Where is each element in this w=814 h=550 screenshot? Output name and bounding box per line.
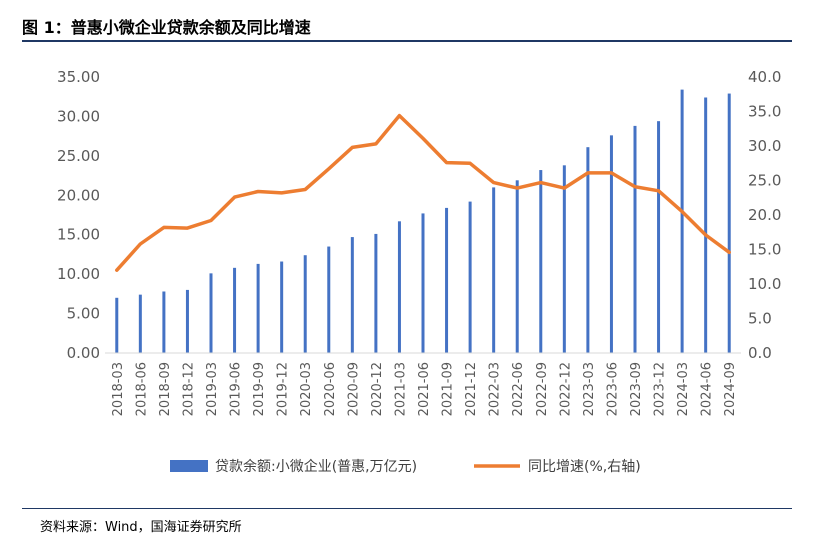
- legend-line-label: 同比增速(%,右轴): [528, 459, 641, 475]
- loan-balance-bar: [303, 255, 307, 353]
- x-axis-tick-label: 2020-09: [346, 362, 361, 416]
- figure-title: 图 1：普惠小微企业贷款余额及同比增速: [22, 18, 311, 37]
- right-axis-tick-label: 10.0: [748, 275, 781, 293]
- loan-balance-bar: [468, 201, 472, 353]
- loan-balance-bar: [633, 125, 637, 354]
- loan-balance-bar: [586, 147, 590, 353]
- left-axis-tick-label: 10.00: [57, 265, 100, 283]
- right-axis-tick-label: 30.0: [748, 137, 781, 155]
- loan-balance-bar: [185, 289, 189, 353]
- right-axis-tick-label: 20.0: [748, 206, 781, 224]
- x-axis-tick-label: 2018-06: [134, 362, 149, 416]
- right-axis-tick-label: 25.0: [748, 172, 781, 190]
- x-axis-tick-label: 2024-09: [723, 362, 738, 416]
- left-axis-tick-label: 30.00: [57, 107, 100, 125]
- x-axis-tick-label: 2018-03: [111, 362, 126, 416]
- loan-balance-bar: [680, 89, 684, 354]
- loan-balance-bar: [515, 180, 519, 353]
- left-axis-tick-label: 35.00: [57, 68, 100, 86]
- loan-balance-bar: [492, 187, 496, 353]
- x-axis-tick-label: 2022-12: [558, 362, 573, 416]
- legend-bar-swatch: [170, 460, 208, 472]
- x-axis-tick-label: 2018-12: [181, 362, 196, 416]
- x-axis-ticks: 2018-03 2018-06 2018-09 2018-12 2019-03 2019-…: [111, 362, 738, 416]
- x-axis-tick-label: 2021-03: [393, 362, 408, 416]
- x-axis-tick-label: 2024-03: [676, 362, 691, 416]
- right-axis-tick-label: 35.0: [748, 103, 781, 121]
- combo-chart: 0.00 5.00 10.00 15.00 20.00 25.00 30.00 35.00 0…: [57, 68, 781, 475]
- x-axis-tick-label: 2021-09: [441, 362, 456, 416]
- source-rule: [22, 508, 792, 509]
- x-axis-tick-label: 2023-09: [629, 362, 644, 416]
- x-axis-tick-label: 2023-12: [653, 362, 668, 416]
- loan-balance-bar: [562, 165, 566, 353]
- right-axis-tick-label: 5.0: [748, 310, 772, 328]
- x-axis-tick-label: 2022-03: [488, 362, 503, 416]
- loan-balance-bar: [162, 291, 166, 353]
- left-axis-tick-label: 15.00: [57, 226, 100, 244]
- x-axis-tick-label: 2022-09: [535, 362, 550, 416]
- right-axis-ticks: 0.0 5.0 10.0 15.0 20.0 25.0 30.0 35.0 40.0: [748, 68, 781, 362]
- growth-rate-line: [115, 113, 731, 272]
- loan-balance-bar: [350, 237, 354, 353]
- x-axis-tick-label: 2023-06: [605, 362, 620, 416]
- left-axis-tick-label: 0.00: [67, 344, 100, 362]
- loan-balance-bar: [327, 246, 331, 353]
- x-axis-tick-label: 2019-03: [205, 362, 220, 416]
- loan-balance-bar: [374, 233, 378, 353]
- loan-balance-bars: [115, 89, 731, 354]
- x-axis-tick-label: 2019-09: [252, 362, 267, 416]
- x-axis-tick-label: 2019-06: [229, 362, 244, 416]
- source-note: 资料来源：Wind，国海证券研究所: [40, 520, 242, 535]
- x-axis-tick-label: 2020-06: [323, 362, 338, 416]
- loan-balance-bar: [727, 93, 731, 353]
- loan-balance-bar: [539, 170, 543, 353]
- x-axis-tick-label: 2018-09: [158, 362, 173, 416]
- loan-balance-bar: [704, 97, 708, 353]
- right-axis-tick-label: 0.0: [748, 344, 772, 362]
- x-axis-tick-label: 2021-12: [464, 362, 479, 416]
- x-axis-tick-label: 2021-06: [417, 362, 432, 416]
- legend: 贷款余额:小微企业(普惠,万亿元) 同比增速(%,右轴): [170, 458, 641, 475]
- x-axis-tick-label: 2019-12: [276, 362, 291, 416]
- right-axis-tick-label: 40.0: [748, 68, 781, 86]
- loan-balance-bar: [609, 135, 613, 353]
- loan-balance-bar: [280, 261, 284, 353]
- left-axis-tick-label: 25.00: [57, 147, 100, 165]
- loan-balance-bar: [138, 294, 142, 353]
- title-rule: [22, 40, 792, 42]
- x-axis-tick-label: 2023-03: [582, 362, 597, 416]
- left-axis-tick-label: 5.00: [67, 305, 100, 323]
- loan-balance-bar: [445, 207, 449, 353]
- legend-bar-label: 贷款余额:小微企业(普惠,万亿元): [215, 458, 417, 475]
- left-axis-ticks: 0.00 5.00 10.00 15.00 20.00 25.00 30.00 35.00: [57, 68, 100, 362]
- left-axis-tick-label: 20.00: [57, 186, 100, 204]
- loan-balance-bar: [209, 273, 213, 353]
- x-axis-tick-label: 2022-06: [511, 362, 526, 416]
- loan-balance-bar: [397, 221, 401, 353]
- loan-balance-bar: [233, 267, 237, 353]
- x-axis-tick-label: 2024-06: [700, 362, 715, 416]
- x-axis-tick-label: 2020-03: [299, 362, 314, 416]
- right-axis-tick-label: 15.0: [748, 241, 781, 259]
- loan-balance-bar: [115, 297, 119, 353]
- loan-balance-bar: [421, 213, 425, 353]
- loan-balance-bar: [657, 121, 661, 353]
- loan-balance-bar: [256, 263, 260, 353]
- x-axis-tick-label: 2020-12: [370, 362, 385, 416]
